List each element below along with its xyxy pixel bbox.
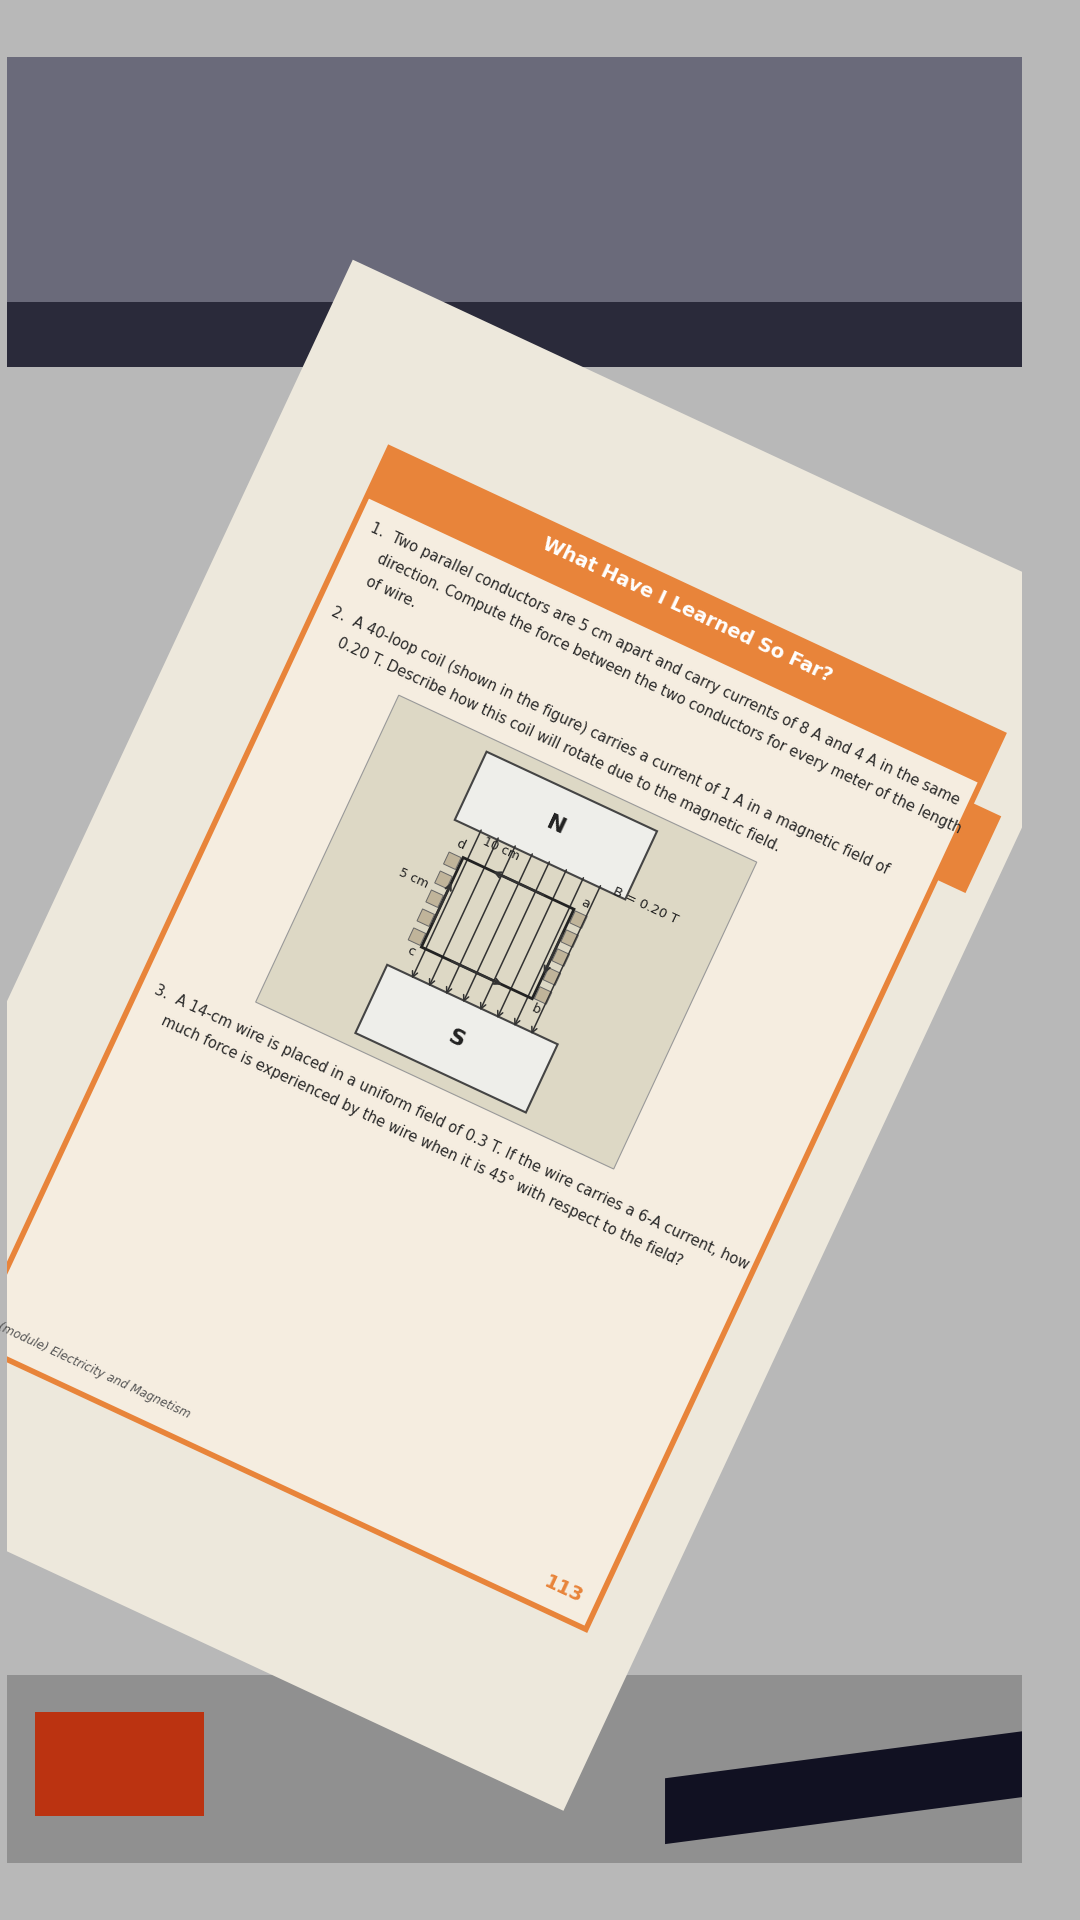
- Polygon shape: [665, 1732, 1023, 1843]
- Polygon shape: [543, 968, 561, 985]
- Text: d: d: [454, 837, 467, 852]
- Text: 3.  A 14-cm wire is placed in a uniform field of 0.3 T. If the wire carries a 6-: 3. A 14-cm wire is placed in a uniform f…: [152, 983, 752, 1273]
- Polygon shape: [570, 910, 588, 929]
- Text: much force is experienced by the wire when it is 45° with respect to the field?: much force is experienced by the wire wh…: [141, 1006, 685, 1269]
- Text: 2.  A 40-loop coil (shown in the figure) carries a current of 1 A in a magnetic : 2. A 40-loop coil (shown in the figure) …: [329, 605, 891, 877]
- Text: N: N: [543, 812, 568, 839]
- Text: 0.20 T. Describe how this coil will rotate due to the magnetic field.: 0.20 T. Describe how this coil will rota…: [319, 628, 783, 854]
- Text: S: S: [445, 1025, 468, 1050]
- Polygon shape: [435, 872, 453, 889]
- Text: c: c: [405, 945, 417, 958]
- Bar: [6, 301, 1023, 367]
- Polygon shape: [417, 908, 434, 927]
- Text: of wire.: of wire.: [347, 566, 419, 611]
- Text: 113: 113: [541, 1572, 585, 1607]
- Bar: [6, 1674, 1023, 1862]
- Polygon shape: [552, 948, 569, 966]
- Polygon shape: [935, 803, 1001, 893]
- Bar: [35, 1713, 204, 1816]
- Polygon shape: [535, 987, 552, 1004]
- Text: direction. Compute the force between the two conductors for every meter of the l: direction. Compute the force between the…: [357, 543, 963, 835]
- Polygon shape: [444, 852, 461, 870]
- Text: a: a: [579, 895, 592, 910]
- Polygon shape: [0, 447, 1003, 1630]
- Polygon shape: [366, 447, 1003, 783]
- Polygon shape: [455, 753, 657, 899]
- Polygon shape: [408, 927, 426, 945]
- Text: 10 cm: 10 cm: [481, 835, 522, 864]
- Polygon shape: [256, 695, 757, 1169]
- Polygon shape: [355, 966, 557, 1112]
- Text: 5 cm: 5 cm: [397, 866, 431, 891]
- Text: (module) Electricity and Magnetism: (module) Electricity and Magnetism: [0, 1321, 192, 1421]
- Text: 1.  Two parallel conductors are 5 cm apart and carry currents of 8 A and 4 A in : 1. Two parallel conductors are 5 cm apar…: [368, 520, 962, 808]
- Text: B = 0.20 T: B = 0.20 T: [610, 885, 680, 927]
- Polygon shape: [0, 259, 1080, 1811]
- Text: b: b: [529, 1002, 542, 1018]
- Polygon shape: [426, 891, 444, 908]
- Bar: [6, 58, 1023, 311]
- Text: What Have I Learned So Far?: What Have I Learned So Far?: [540, 534, 836, 685]
- Polygon shape: [561, 929, 579, 947]
